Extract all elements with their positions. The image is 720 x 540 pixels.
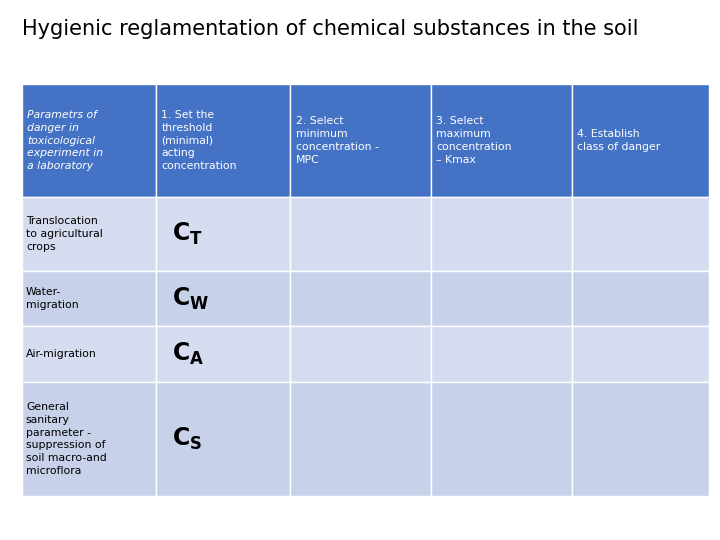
- Bar: [572, 271, 709, 327]
- Bar: [289, 197, 431, 271]
- Text: Water-
migration: Water- migration: [26, 287, 78, 310]
- Bar: [572, 327, 709, 382]
- Bar: [156, 84, 289, 197]
- Text: Parametrs of
danger in
toxicological
experiment in
a laboratory: Parametrs of danger in toxicological exp…: [27, 110, 104, 171]
- Text: 3. Select
maximum
concentration
– Kmax: 3. Select maximum concentration – Kmax: [436, 116, 512, 165]
- Bar: [156, 327, 289, 382]
- Bar: [22, 382, 156, 496]
- Text: Translocation
to agricultural
crops: Translocation to agricultural crops: [26, 216, 103, 252]
- Text: $\mathbf{C}_{\mathbf{S}}$: $\mathbf{C}_{\mathbf{S}}$: [171, 426, 202, 452]
- Bar: [431, 327, 572, 382]
- Bar: [431, 271, 572, 327]
- Text: 4. Establish
class of danger: 4. Establish class of danger: [577, 129, 661, 152]
- Bar: [572, 382, 709, 496]
- Bar: [289, 271, 431, 327]
- Bar: [22, 271, 156, 327]
- Bar: [156, 197, 289, 271]
- Bar: [22, 84, 156, 197]
- Text: $\mathbf{C}_{\mathbf{T}}$: $\mathbf{C}_{\mathbf{T}}$: [171, 221, 202, 247]
- Bar: [572, 84, 709, 197]
- Text: Air-migration: Air-migration: [26, 349, 96, 359]
- Bar: [22, 197, 156, 271]
- Text: 1. Set the
threshold
(minimal)
acting
concentration: 1. Set the threshold (minimal) acting co…: [161, 110, 237, 171]
- Text: Hygienic reglamentation of chemical substances in the soil: Hygienic reglamentation of chemical subs…: [22, 19, 638, 39]
- Bar: [289, 84, 431, 197]
- Bar: [289, 327, 431, 382]
- Bar: [431, 197, 572, 271]
- Bar: [289, 382, 431, 496]
- Bar: [156, 271, 289, 327]
- Bar: [572, 197, 709, 271]
- Bar: [156, 382, 289, 496]
- Text: 2. Select
minimum
concentration -
MPC: 2. Select minimum concentration - MPC: [295, 116, 379, 165]
- Text: $\mathbf{C}_{\mathbf{A}}$: $\mathbf{C}_{\mathbf{A}}$: [171, 341, 204, 367]
- Text: $\mathbf{C}_{\mathbf{W}}$: $\mathbf{C}_{\mathbf{W}}$: [171, 286, 209, 312]
- Bar: [431, 382, 572, 496]
- Bar: [22, 327, 156, 382]
- Bar: [431, 84, 572, 197]
- Text: General
sanitary
parameter -
suppression of
soil macro-and
microflora: General sanitary parameter - suppression…: [26, 402, 107, 476]
